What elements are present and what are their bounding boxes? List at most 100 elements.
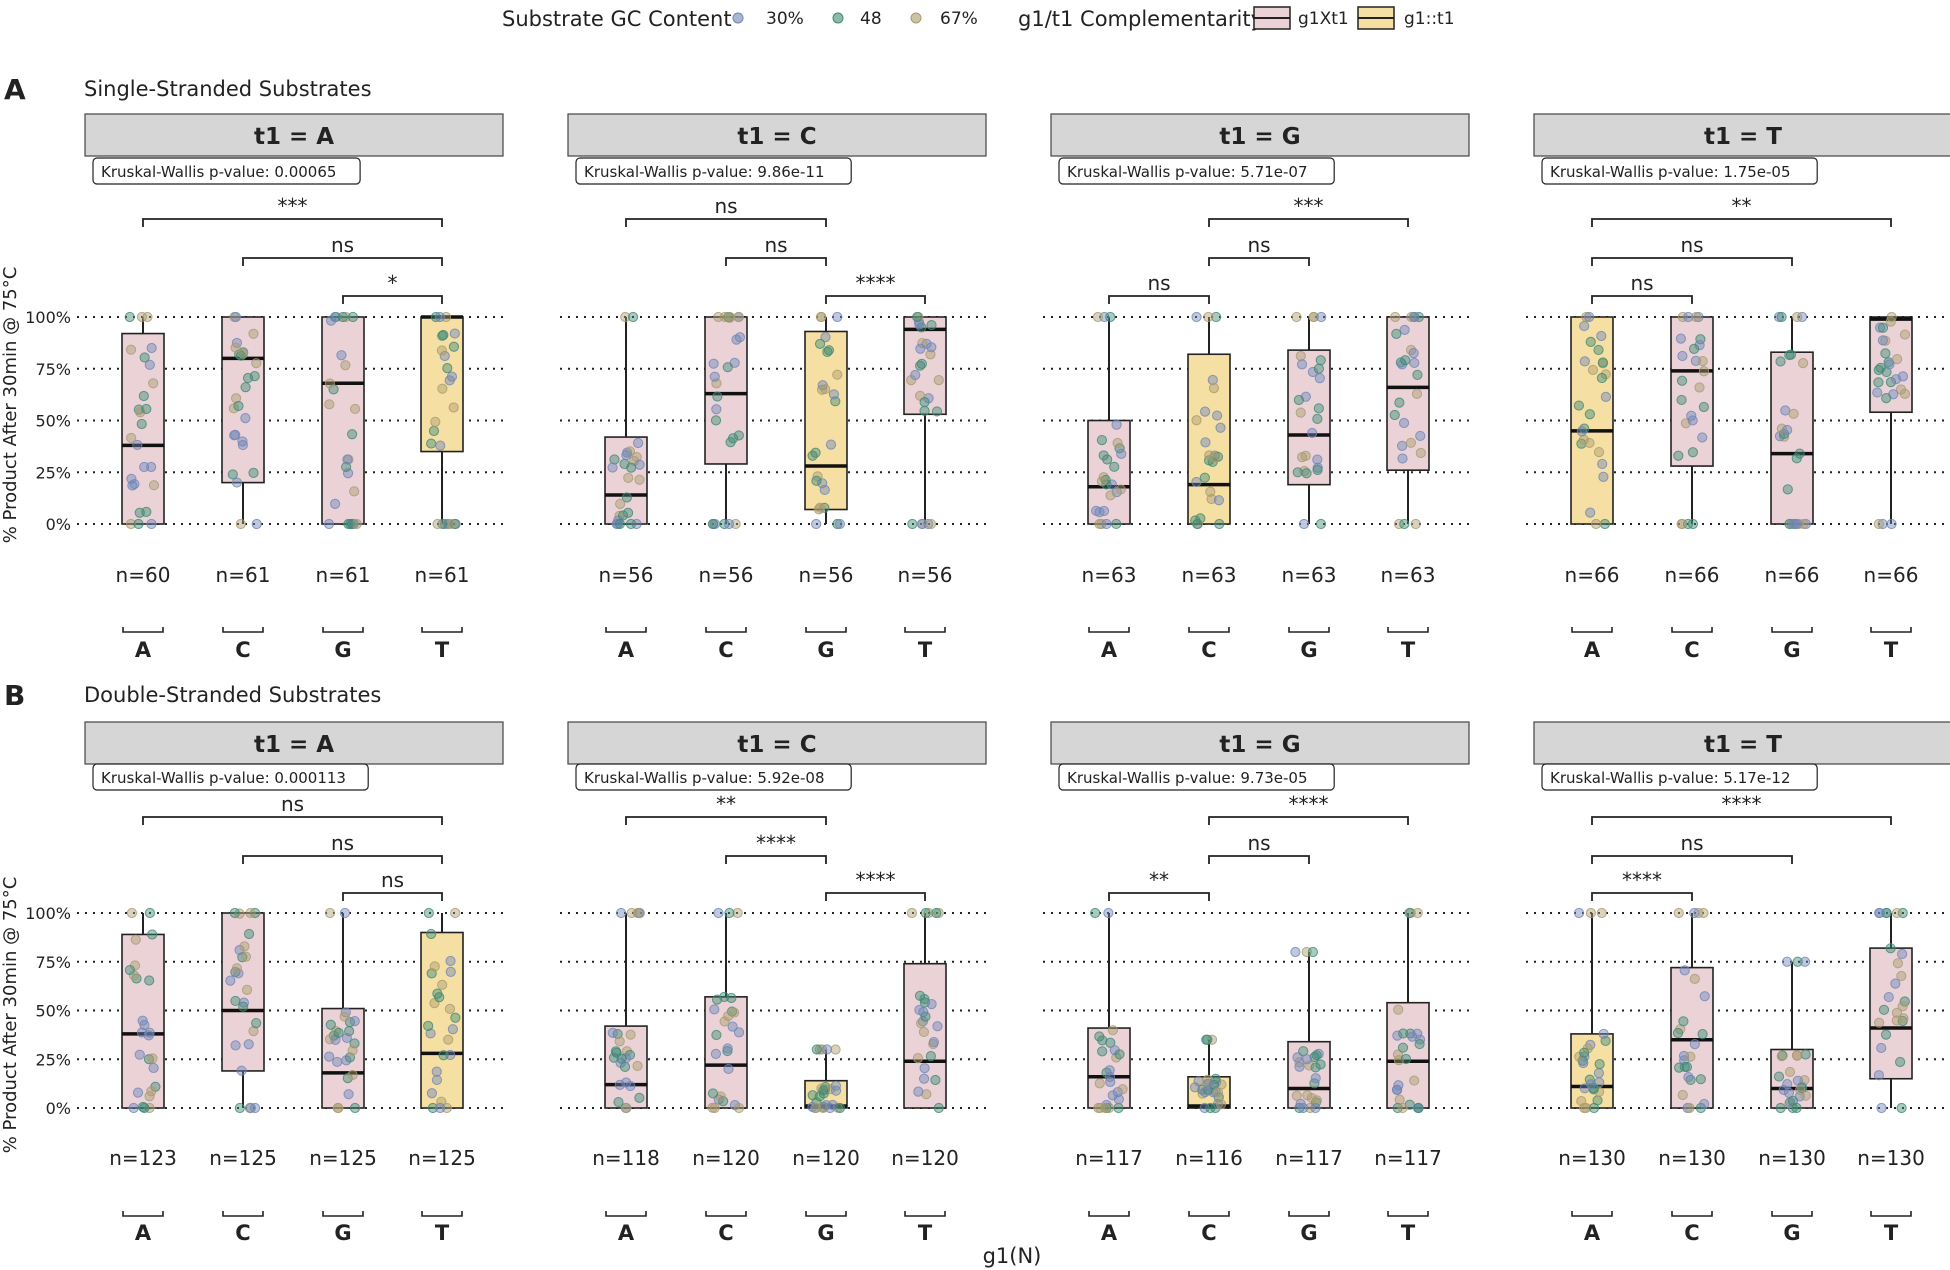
data-point — [238, 1001, 249, 1012]
significance-bracket — [142, 218, 443, 227]
data-point — [342, 454, 353, 465]
row-a-title: Single-Stranded Substrates — [84, 77, 372, 101]
box-t — [1386, 311, 1430, 530]
data-point — [1874, 907, 1885, 919]
data-point — [450, 907, 461, 919]
data-point — [930, 1074, 941, 1086]
data-point — [814, 1044, 825, 1055]
n-label: n=117 — [1374, 1146, 1442, 1170]
data-point — [710, 1048, 721, 1059]
data-point — [432, 518, 443, 530]
x-tick-bracket — [322, 627, 364, 633]
data-point — [347, 311, 359, 323]
facet-strip — [84, 721, 504, 765]
data-point — [724, 311, 736, 323]
data-point — [906, 375, 917, 386]
legend-gc-swatch-67 — [910, 12, 922, 24]
data-point — [439, 350, 450, 362]
kruskal-wallis-box — [92, 157, 361, 185]
data-point — [429, 961, 440, 972]
box-g — [804, 311, 848, 530]
data-point — [1109, 461, 1120, 472]
data-point — [1115, 484, 1126, 495]
data-point — [443, 1034, 454, 1045]
significance-label: ns — [1247, 831, 1270, 855]
data-point — [1390, 311, 1401, 323]
significance-bracket — [1591, 855, 1793, 864]
data-point — [445, 966, 456, 977]
data-point — [148, 1062, 159, 1074]
data-point — [1885, 943, 1896, 954]
data-point — [615, 498, 626, 509]
n-label: n=130 — [1658, 1146, 1726, 1170]
data-point — [1412, 1028, 1423, 1039]
data-point — [240, 382, 251, 393]
y-tick-label: 0% — [46, 515, 71, 534]
data-point — [1788, 518, 1799, 530]
data-point — [430, 311, 442, 323]
data-point — [1598, 1028, 1609, 1040]
data-point — [907, 518, 918, 530]
x-tick-bracket — [1771, 1211, 1813, 1217]
data-point — [1673, 450, 1684, 461]
n-label: n=61 — [415, 563, 470, 587]
y-axis-title-a: % Product After 30min @ 75°C — [0, 267, 21, 544]
data-point — [828, 389, 840, 400]
box-c — [1187, 1034, 1231, 1114]
data-point — [1097, 1035, 1108, 1046]
n-label: n=117 — [1075, 1146, 1143, 1170]
data-point — [919, 405, 930, 416]
x-tick-label: G — [817, 1221, 834, 1245]
n-label: n=125 — [309, 1146, 377, 1170]
y-tick-label: 100% — [25, 904, 71, 923]
data-point — [925, 518, 937, 530]
data-point — [1697, 432, 1708, 443]
data-point — [248, 328, 259, 339]
significance-bracket — [242, 257, 443, 266]
data-point — [132, 439, 143, 451]
data-point — [818, 1085, 829, 1096]
data-point — [1676, 394, 1687, 406]
data-point — [1092, 311, 1104, 323]
data-point — [1290, 946, 1301, 958]
box-body — [1386, 1001, 1430, 1109]
x-tick-bracket — [605, 627, 647, 633]
data-point — [1091, 505, 1102, 516]
data-point — [625, 518, 637, 530]
n-label: n=125 — [408, 1146, 476, 1170]
data-point — [621, 449, 632, 461]
data-point — [133, 518, 144, 530]
kruskal-wallis-label: Kruskal-Wallis p-value: 5.71e-07 — [1067, 163, 1308, 181]
data-point — [1673, 1062, 1685, 1073]
data-point — [230, 995, 241, 1007]
data-point — [932, 1021, 943, 1032]
data-point — [124, 311, 135, 323]
data-point — [1105, 490, 1116, 501]
y-tick-label: 50% — [35, 1002, 71, 1021]
data-point — [249, 1102, 261, 1114]
data-point — [1408, 347, 1419, 359]
data-point — [821, 1100, 832, 1111]
x-tick-bracket — [1088, 627, 1130, 633]
data-point — [1292, 467, 1303, 478]
row-a-facet-2: t1 = C Kruskal-Wallis p-value: 9.86e-11 n=… — [560, 113, 992, 662]
box-body — [1770, 351, 1814, 525]
data-point — [135, 407, 146, 418]
significance-label: ns — [1680, 831, 1703, 855]
y-tick-label: 0% — [46, 1099, 71, 1118]
x-tick-bracket — [1571, 627, 1613, 633]
data-point — [723, 1010, 734, 1022]
data-point — [912, 1053, 924, 1064]
data-point — [814, 502, 826, 513]
data-point — [1677, 1089, 1688, 1101]
data-point — [136, 311, 148, 323]
data-point — [1600, 391, 1611, 403]
data-point — [1672, 1027, 1684, 1039]
x-tick-bracket — [1387, 627, 1429, 633]
n-label: n=66 — [1665, 563, 1720, 587]
data-point — [1873, 518, 1884, 530]
data-point — [1694, 382, 1705, 393]
data-point — [349, 403, 361, 415]
data-point — [1313, 403, 1324, 414]
significance-label: * — [388, 271, 398, 295]
